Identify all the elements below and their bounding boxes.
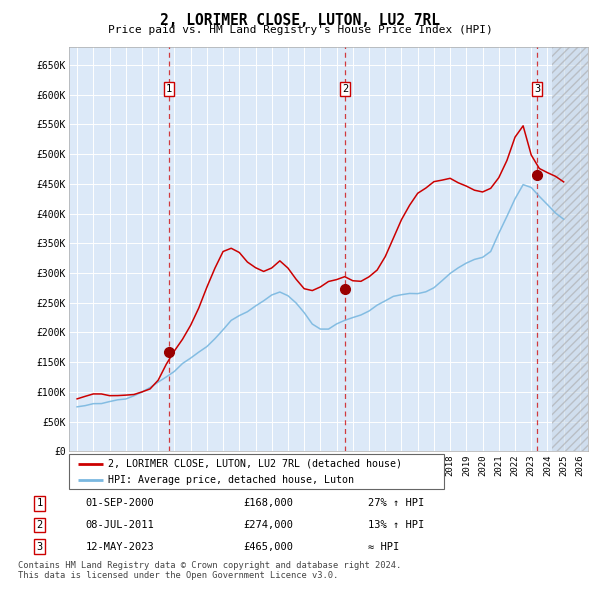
Text: 2, LORIMER CLOSE, LUTON, LU2 7RL: 2, LORIMER CLOSE, LUTON, LU2 7RL [160,13,440,28]
Text: 2: 2 [37,520,43,530]
Text: 2: 2 [342,84,348,94]
Text: 08-JUL-2011: 08-JUL-2011 [86,520,154,530]
Text: Contains HM Land Registry data © Crown copyright and database right 2024.: Contains HM Land Registry data © Crown c… [18,560,401,569]
Text: 1: 1 [166,84,172,94]
Text: 27% ↑ HPI: 27% ↑ HPI [368,499,424,508]
FancyBboxPatch shape [69,454,444,489]
Bar [553,47,588,451]
Text: This data is licensed under the Open Government Licence v3.0.: This data is licensed under the Open Gov… [18,571,338,579]
Text: 3: 3 [37,542,43,552]
Text: £274,000: £274,000 [244,520,293,530]
Text: Price paid vs. HM Land Registry's House Price Index (HPI): Price paid vs. HM Land Registry's House … [107,25,493,35]
Text: 12-MAY-2023: 12-MAY-2023 [86,542,154,552]
Text: ≈ HPI: ≈ HPI [368,542,399,552]
Text: 01-SEP-2000: 01-SEP-2000 [86,499,154,508]
Text: 2, LORIMER CLOSE, LUTON, LU2 7RL (detached house): 2, LORIMER CLOSE, LUTON, LU2 7RL (detach… [109,458,403,468]
Text: HPI: Average price, detached house, Luton: HPI: Average price, detached house, Luto… [109,476,355,486]
Text: 13% ↑ HPI: 13% ↑ HPI [368,520,424,530]
Text: £465,000: £465,000 [244,542,293,552]
Text: 3: 3 [534,84,540,94]
Text: 1: 1 [37,499,43,508]
Text: £168,000: £168,000 [244,499,293,508]
